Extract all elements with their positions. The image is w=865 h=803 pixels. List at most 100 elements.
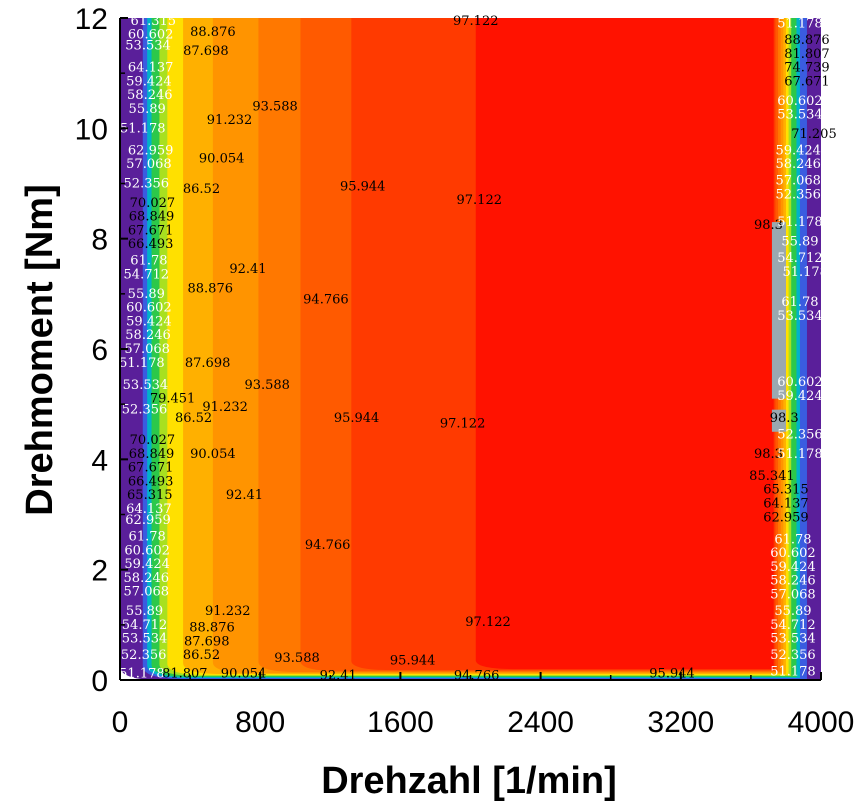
contour-label: 61.78 (781, 295, 818, 310)
contour-label: 57.068 (124, 342, 170, 357)
y-tick-label: 8 (91, 224, 108, 257)
peak-region (771, 409, 786, 432)
contour-label: 97.122 (453, 14, 499, 29)
contour-label: 97.122 (465, 615, 511, 630)
contour-band (475, 18, 774, 670)
contour-label: 88.876 (784, 33, 830, 48)
contour-label: 59.424 (777, 389, 823, 404)
contour-label: 52.356 (122, 403, 168, 418)
contour-label: 55.89 (126, 604, 163, 619)
contour-label: 70.027 (130, 433, 176, 448)
axes: 0 800 1600 2400 3200 4000 0 2 4 6 8 10 12 (75, 3, 855, 739)
contour-label: 55.89 (774, 604, 811, 619)
contour-label: 70.027 (130, 196, 176, 211)
contour-label: 58.246 (125, 328, 171, 343)
contour-label: 68.849 (129, 447, 175, 462)
contour-label: 60.602 (777, 94, 823, 109)
x-tick-label: 2400 (507, 706, 574, 739)
contour-label: 59.424 (775, 143, 821, 158)
contour-label: 53.534 (123, 378, 169, 393)
contour-label: 74.739 (784, 61, 830, 76)
contour-label: 59.424 (126, 74, 172, 89)
x-axis-title: Drehzahl [1/min] (321, 760, 617, 802)
contour-label: 57.068 (775, 174, 821, 189)
contour-label: 95.944 (390, 654, 436, 669)
contour-label: 92.41 (320, 669, 357, 684)
contour-label: 86.52 (183, 648, 220, 663)
contour-label: 59.424 (770, 560, 816, 575)
peak-region (771, 222, 786, 399)
contour-label: 97.122 (440, 416, 486, 431)
contour-label: 95.944 (334, 411, 380, 426)
contour-label: 64.137 (126, 502, 172, 517)
contour-label: 59.424 (126, 314, 172, 329)
contour-label: 81.807 (162, 666, 208, 681)
contour-label: 62.959 (128, 143, 174, 158)
contour-label: 60.602 (777, 375, 823, 390)
contour-label: 90.054 (199, 152, 245, 167)
contour-label: 93.588 (244, 378, 290, 393)
contour-label: 97.122 (457, 193, 503, 208)
contour-label: 62.959 (125, 513, 171, 528)
contour-label: 53.534 (777, 108, 823, 123)
contour-label: 64.137 (128, 61, 174, 76)
contour-label: 52.356 (777, 428, 823, 443)
contour-label: 61.78 (774, 532, 811, 547)
contour-label: 51.178 (119, 356, 165, 371)
contour-label: 67.671 (784, 74, 830, 89)
x-tick-label: 3200 (647, 706, 714, 739)
contour-label: 65.315 (763, 483, 809, 498)
x-tick-label: 4000 (788, 706, 855, 739)
contour-label: 66.493 (128, 237, 174, 252)
y-tick-label: 12 (75, 3, 108, 36)
contour-label: 71.205 (791, 127, 837, 142)
contour-label: 64.137 (763, 496, 809, 511)
contour-label: 55.89 (781, 234, 818, 249)
contour-label: 94.766 (454, 669, 500, 684)
contour-label: 62.959 (763, 510, 809, 525)
contour-label: 57.068 (126, 157, 172, 172)
contour-label: 67.671 (128, 461, 174, 476)
contour-label: 68.849 (129, 210, 175, 225)
contour-label: 60.602 (126, 301, 172, 316)
contour-label: 95.944 (649, 666, 695, 681)
contour-label: 52.356 (775, 188, 821, 203)
contour-bands (120, 18, 821, 680)
contour-label: 58.246 (775, 157, 821, 172)
contour-label: 86.52 (183, 182, 220, 197)
contour-label: 87.698 (184, 634, 230, 649)
peak-efficiency-regions (771, 222, 786, 432)
contour-label: 88.876 (190, 25, 236, 40)
contour-label: 93.588 (252, 99, 298, 114)
contour-label: 59.424 (124, 557, 170, 572)
contour-label: 79.451 (150, 392, 196, 407)
contour-label: 51.178 (782, 265, 828, 280)
contour-label: 85.341 (749, 469, 795, 484)
contour-label: 51.178 (120, 121, 166, 136)
contour-label: 58.246 (770, 574, 816, 589)
contour-label: 95.944 (340, 179, 386, 194)
contour-label: 55.89 (128, 287, 165, 302)
y-axis-ticks: 0 2 4 6 8 10 12 (75, 3, 128, 698)
contour-label: 54.712 (122, 618, 168, 633)
y-tick-label: 6 (91, 334, 108, 367)
contour-label: 91.232 (202, 400, 248, 415)
contour-label: 60.602 (124, 543, 170, 558)
contour-label: 91.232 (207, 113, 253, 128)
contour-label: 86.52 (175, 411, 212, 426)
contour-label: 54.712 (124, 268, 170, 283)
contour-label: 51.178 (777, 215, 823, 230)
contour-label: 54.712 (770, 618, 816, 633)
contour-label: 98.3 (770, 411, 799, 426)
contour-label: 98.3 (754, 218, 783, 233)
contour-label: 66.493 (128, 474, 174, 489)
contour-label: 87.698 (185, 356, 231, 371)
contour-label: 52.356 (124, 177, 170, 192)
contour-label: 92.41 (229, 262, 266, 277)
contour-label: 60.602 (770, 546, 816, 561)
contour-label: 51.178 (770, 665, 816, 680)
y-tick-label: 10 (75, 113, 108, 146)
x-tick-label: 1600 (367, 706, 434, 739)
x-tick-label: 800 (235, 706, 285, 739)
contour-label: 88.876 (188, 281, 234, 296)
